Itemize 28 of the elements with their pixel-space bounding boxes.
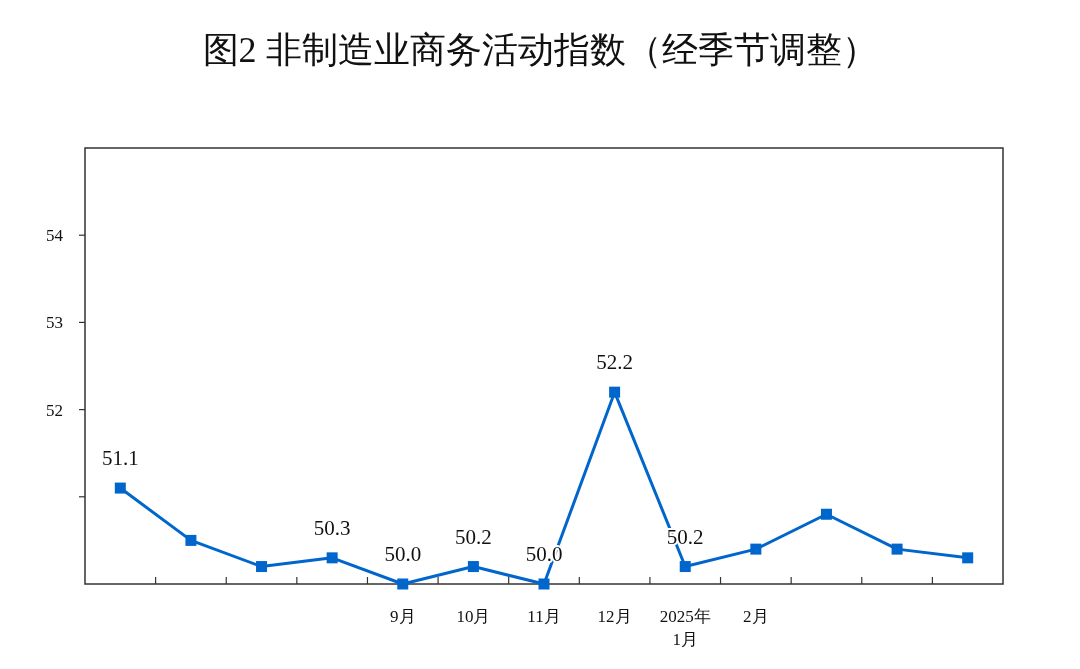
point: [467, 561, 479, 573]
x-tick-label: 2025年 1月: [659, 607, 711, 649]
x-tick-label: 11月: [527, 607, 561, 626]
point: [114, 482, 126, 494]
point: [609, 386, 621, 398]
data-label: 52.2: [596, 350, 633, 375]
chart-title: 图2 非制造业商务活动指数（经季节调整）: [202, 30, 878, 70]
point: [962, 552, 974, 564]
point: [538, 578, 550, 590]
point: [891, 543, 903, 555]
point: [820, 508, 832, 520]
x-tick-label: 2月: [743, 607, 769, 626]
y-tick-label: 53: [46, 313, 63, 333]
point: [750, 543, 762, 555]
x-tick-label: 12月: [597, 607, 632, 626]
data-label: 50.0: [384, 542, 422, 566]
data-label: 50.2: [455, 524, 492, 549]
y-tick-label: 52: [46, 400, 63, 420]
point: [185, 534, 197, 546]
x-tick-label: 10月: [456, 607, 491, 626]
point: [679, 561, 691, 573]
point: [397, 578, 409, 590]
x-tick-label: 9月: [390, 607, 416, 626]
point: [256, 561, 268, 573]
y-tick-label: 54: [46, 226, 64, 246]
data-label: 51.1: [101, 446, 139, 471]
point: [326, 552, 338, 564]
data-label: 50.3: [313, 515, 351, 540]
